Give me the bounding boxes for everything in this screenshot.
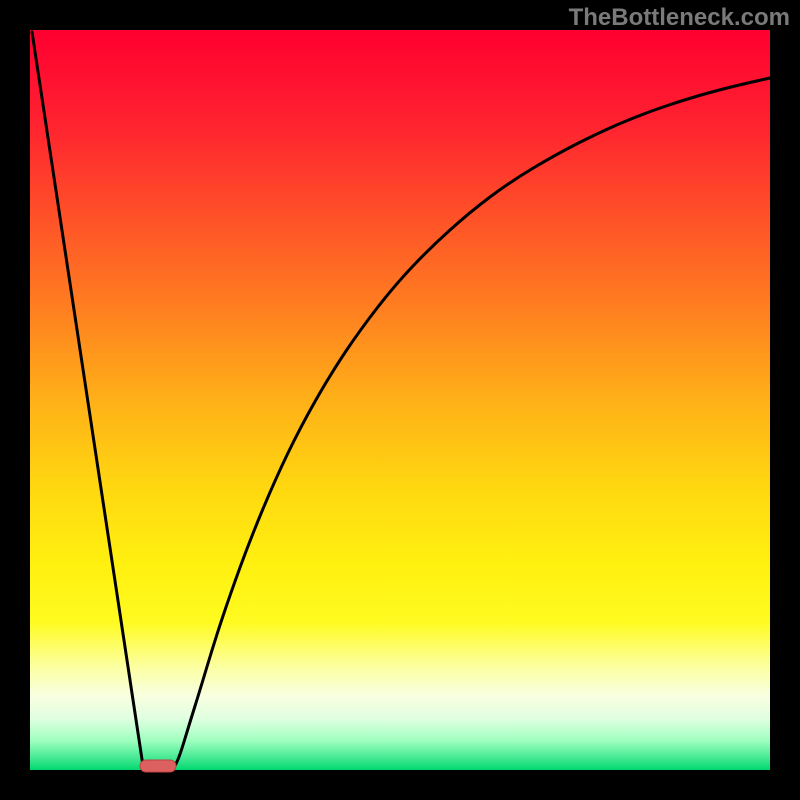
chart-container: TheBottleneck.com	[0, 0, 800, 800]
optimal-marker	[140, 760, 176, 772]
watermark-text: TheBottleneck.com	[569, 4, 790, 32]
chart-background	[30, 30, 770, 770]
bottleneck-chart	[0, 0, 800, 800]
